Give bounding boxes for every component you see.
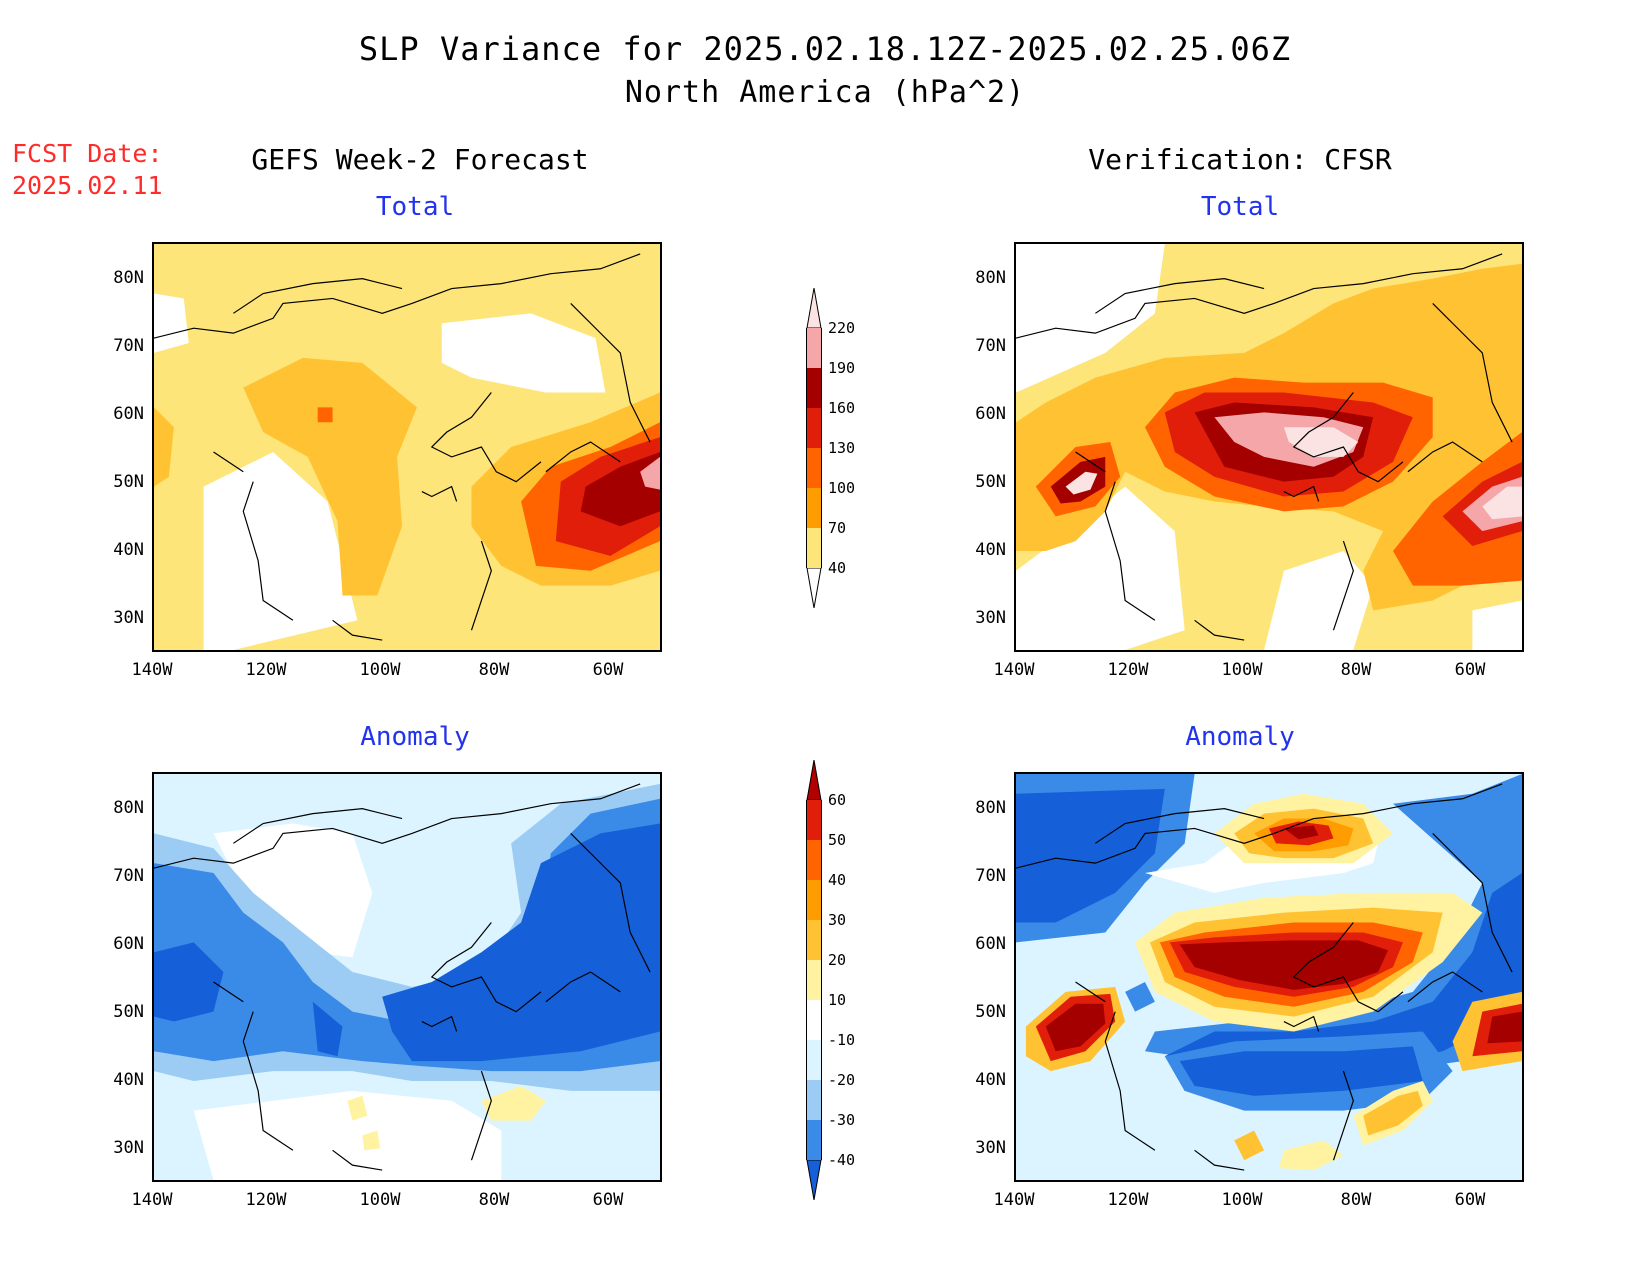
verification-total-title: Total: [1200, 192, 1280, 222]
lon-label: 140W: [993, 1190, 1035, 1210]
fcst-date-value: 2025.02.11: [12, 171, 163, 200]
total-colorbar-bin: [806, 368, 822, 408]
forecast-total-map: [152, 242, 662, 652]
lat-label: 40N: [975, 1070, 1006, 1090]
total-colorbar-label: 220: [828, 319, 856, 337]
total-colorbar-cap-top: [806, 288, 822, 328]
total-colorbar-label: 70: [828, 519, 847, 537]
lat-label: 30N: [113, 1138, 144, 1158]
lon-label: 140W: [131, 1190, 173, 1210]
anomaly-colorbar: 60 50 40 30 20 10 -10 -20 -30 -40: [806, 760, 876, 1200]
lon-label: 100W: [359, 1190, 401, 1210]
anomaly-colorbar-label: 10: [828, 991, 847, 1009]
anomaly-colorbar-label: 40: [828, 871, 847, 889]
total-colorbar-bin: [806, 328, 822, 368]
total-colorbar-label: 100: [828, 479, 856, 497]
lon-label: 100W: [1221, 660, 1263, 680]
lon-label: 100W: [1221, 1190, 1263, 1210]
forecast-column-title: GEFS Week-2 Forecast: [251, 143, 589, 176]
anomaly-colorbar-label: -20: [828, 1071, 856, 1089]
forecast-total-title: Total: [375, 192, 455, 222]
lon-label: 60W: [1454, 660, 1486, 680]
lat-label: 70N: [113, 336, 144, 356]
anomaly-colorbar-cap-top: [806, 760, 822, 800]
verification-anomaly-title: Anomaly: [1185, 722, 1295, 752]
lat-label: 80N: [975, 798, 1006, 818]
lat-label: 60N: [975, 934, 1006, 954]
lon-label: 120W: [1107, 1190, 1149, 1210]
lon-label: 100W: [359, 660, 401, 680]
lat-label: 50N: [113, 1002, 144, 1022]
total-colorbar-bin: [806, 408, 822, 448]
lon-label: 60W: [1454, 1190, 1486, 1210]
total-colorbar-bin: [806, 528, 822, 568]
lon-label: 120W: [245, 1190, 287, 1210]
anomaly-colorbar-bin: [806, 840, 822, 880]
lon-label: 140W: [131, 660, 173, 680]
lon-label: 80W: [478, 660, 510, 680]
total-colorbar-cap-bottom: [806, 568, 822, 608]
lat-label: 80N: [113, 798, 144, 818]
verification-anomaly-map: [1014, 772, 1524, 1182]
lon-label: 120W: [245, 660, 287, 680]
verification-column-title: Verification: CFSR: [1088, 143, 1392, 176]
anomaly-colorbar-label: 60: [828, 791, 847, 809]
anomaly-colorbar-cap-bottom: [806, 1160, 822, 1200]
lat-label: 40N: [113, 1070, 144, 1090]
anomaly-colorbar-bin: [806, 1000, 822, 1040]
anomaly-colorbar-bin: [806, 1120, 822, 1160]
lat-label: 70N: [975, 336, 1006, 356]
total-colorbar-label: 190: [828, 359, 856, 377]
lat-label: 30N: [975, 1138, 1006, 1158]
lat-label: 70N: [113, 866, 144, 886]
lon-label: 60W: [592, 660, 624, 680]
figure-title: SLP Variance for 2025.02.18.12Z-2025.02.…: [358, 30, 1292, 68]
figure-subtitle: North America (hPa^2): [624, 75, 1026, 110]
fcst-date-label: FCST Date:: [12, 139, 163, 168]
lon-label: 140W: [993, 660, 1035, 680]
anomaly-colorbar-label: -30: [828, 1111, 856, 1129]
lat-label: 60N: [113, 934, 144, 954]
lat-label: 80N: [113, 268, 144, 288]
lat-label: 40N: [975, 540, 1006, 560]
lon-label: 80W: [1340, 1190, 1372, 1210]
lat-label: 40N: [113, 540, 144, 560]
forecast-anomaly-title: Anomaly: [360, 722, 470, 752]
lat-label: 60N: [113, 404, 144, 424]
forecast-anomaly-map: [152, 772, 662, 1182]
lat-label: 70N: [975, 866, 1006, 886]
lat-label: 50N: [975, 1002, 1006, 1022]
anomaly-colorbar-bin: [806, 960, 822, 1000]
lon-label: 80W: [478, 1190, 510, 1210]
lat-label: 80N: [975, 268, 1006, 288]
total-colorbar-label: 40: [828, 559, 847, 577]
lat-label: 30N: [113, 608, 144, 628]
lat-label: 50N: [975, 472, 1006, 492]
anomaly-colorbar-label: 30: [828, 911, 847, 929]
anomaly-colorbar-label: 50: [828, 831, 847, 849]
total-colorbar-bin: [806, 488, 822, 528]
lat-label: 50N: [113, 472, 144, 492]
total-colorbar-label: 160: [828, 399, 856, 417]
lat-label: 30N: [975, 608, 1006, 628]
anomaly-colorbar-label: -40: [828, 1151, 856, 1169]
total-colorbar: 220 190 160 130 100 70 40: [806, 288, 876, 608]
lat-label: 60N: [975, 404, 1006, 424]
lon-label: 80W: [1340, 660, 1372, 680]
total-colorbar-bin: [806, 448, 822, 488]
total-colorbar-label: 130: [828, 439, 856, 457]
lon-label: 60W: [592, 1190, 624, 1210]
anomaly-colorbar-bin: [806, 1080, 822, 1120]
anomaly-colorbar-label: -10: [828, 1031, 856, 1049]
verification-total-map: [1014, 242, 1524, 652]
lon-label: 120W: [1107, 660, 1149, 680]
anomaly-colorbar-label: 20: [828, 951, 847, 969]
anomaly-colorbar-bin: [806, 800, 822, 840]
anomaly-colorbar-bin: [806, 1040, 822, 1080]
anomaly-colorbar-bin: [806, 880, 822, 920]
anomaly-colorbar-bin: [806, 920, 822, 960]
